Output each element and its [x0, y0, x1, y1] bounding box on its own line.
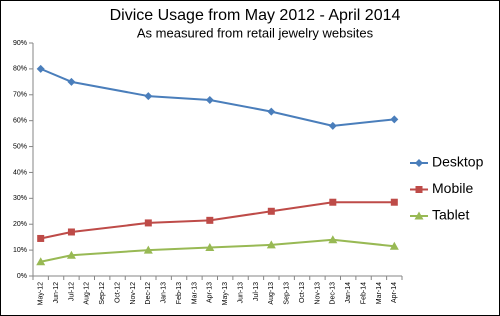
marker: [143, 245, 153, 254]
x-tick-label: Mar-14: [376, 282, 383, 304]
marker: [36, 64, 45, 73]
x-tick-label: Oct-13: [299, 282, 306, 303]
marker: [390, 115, 399, 124]
line-segment: [71, 249, 149, 257]
line-segment: [332, 118, 395, 127]
y-tick-label: 90%: [13, 40, 27, 47]
x-tick-label: Jul-13: [253, 282, 260, 301]
y-tick-label: 50%: [13, 143, 27, 150]
marker: [67, 228, 75, 236]
x-tick-label: Nov-12: [130, 282, 137, 305]
marker: [414, 211, 424, 220]
x-tick-label: Nov-13: [314, 282, 321, 305]
marker: [328, 235, 338, 244]
line-segment: [209, 98, 272, 113]
x-tick-label: Jun-12: [53, 282, 60, 304]
line-segment: [209, 243, 272, 249]
x-tick-label: Apr-13: [207, 282, 214, 303]
marker: [36, 257, 46, 266]
x-tick-label: May-13: [222, 282, 229, 305]
x-tick-label: Jan-14: [345, 282, 352, 304]
line-segment: [271, 201, 333, 213]
line-segment: [271, 238, 333, 246]
x-tick-label: Feb-14: [360, 282, 367, 304]
x-tick-label: Sep-13: [284, 282, 291, 305]
marker: [66, 250, 76, 259]
x-tick-label: Aug-12: [84, 282, 91, 305]
marker: [415, 186, 423, 193]
x-tick-label: Feb-13: [176, 282, 183, 304]
y-tick-label: 30%: [13, 195, 27, 202]
x-tick-label: Jun-13: [237, 282, 244, 304]
marker: [144, 219, 152, 227]
x-tick-label: Oct-12: [114, 282, 121, 303]
marker: [415, 159, 423, 167]
marker: [205, 243, 215, 252]
line-segment: [148, 219, 210, 224]
x-tick-label: Sep-12: [99, 282, 106, 305]
line-segment: [148, 95, 210, 101]
y-tick-label: 20%: [13, 221, 27, 228]
x-tick-label: Dec-13: [330, 282, 337, 305]
marker: [390, 198, 398, 206]
line-segment: [148, 246, 210, 252]
line-segment: [71, 80, 149, 98]
legend-label: Tablet: [432, 207, 469, 223]
y-tick-label: 70%: [13, 92, 27, 99]
legend-label: Desktop: [432, 154, 484, 170]
marker: [206, 216, 214, 224]
chart-title: Divice Usage from May 2012 - April 2014: [110, 7, 401, 24]
legend-label: Mobile: [432, 180, 473, 196]
x-tick-label: Apr-14: [391, 282, 398, 303]
marker: [205, 95, 214, 104]
marker: [37, 234, 45, 242]
x-tick-label: Jul-12: [68, 282, 75, 301]
marker: [67, 77, 76, 86]
x-tick-label: Jan-13: [161, 282, 168, 304]
x-tick-label: Dec-12: [145, 282, 152, 305]
marker: [144, 92, 153, 101]
y-tick-label: 80%: [13, 66, 27, 73]
line-segment: [271, 110, 334, 127]
y-tick-label: 60%: [13, 118, 27, 125]
marker: [267, 107, 276, 116]
x-tick-label: Aug-13: [268, 282, 275, 305]
line-segment: [40, 254, 72, 263]
line-segment: [40, 67, 72, 83]
y-tick-label: 0%: [17, 273, 27, 280]
marker: [328, 121, 337, 130]
y-tick-label: 40%: [13, 169, 27, 176]
line-segment: [209, 210, 272, 222]
y-tick-label: 10%: [13, 247, 27, 254]
marker: [329, 198, 337, 206]
line-segment: [71, 221, 149, 233]
marker: [266, 240, 276, 249]
line-segment: [40, 231, 72, 240]
line-segment: [332, 238, 395, 248]
marker: [267, 207, 275, 215]
marker: [389, 241, 399, 250]
chart-subtitle: As measured from retail jewelry websites: [137, 25, 374, 40]
x-tick-label: May-12: [38, 282, 45, 305]
x-tick-label: Mar-13: [191, 282, 198, 304]
